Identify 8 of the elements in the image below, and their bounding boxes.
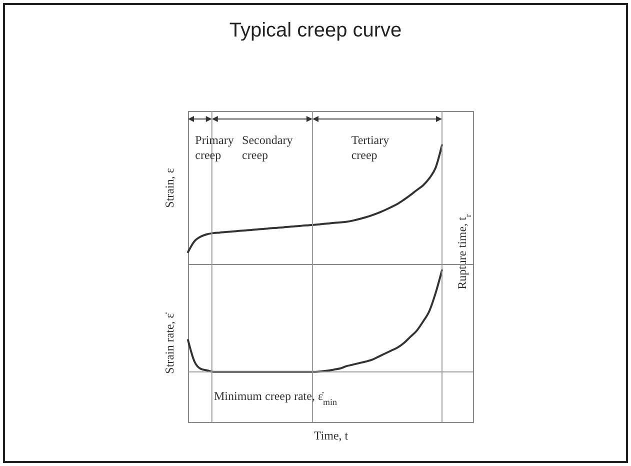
annotation: Primary creep: [195, 133, 234, 162]
chart-title: Typical creep curve: [229, 20, 402, 42]
annotation: Secondary creep: [242, 133, 293, 162]
y-axis-title: Strain, ε: [162, 168, 176, 208]
ref-line-label: Minimum creep rate, ε̇$_{min}$: [214, 388, 338, 407]
y-axis-title: Strain rate, ε̇: [162, 312, 176, 374]
x-axis-title: Time, t: [314, 428, 349, 442]
annotation: Tertiary creep: [351, 133, 390, 162]
